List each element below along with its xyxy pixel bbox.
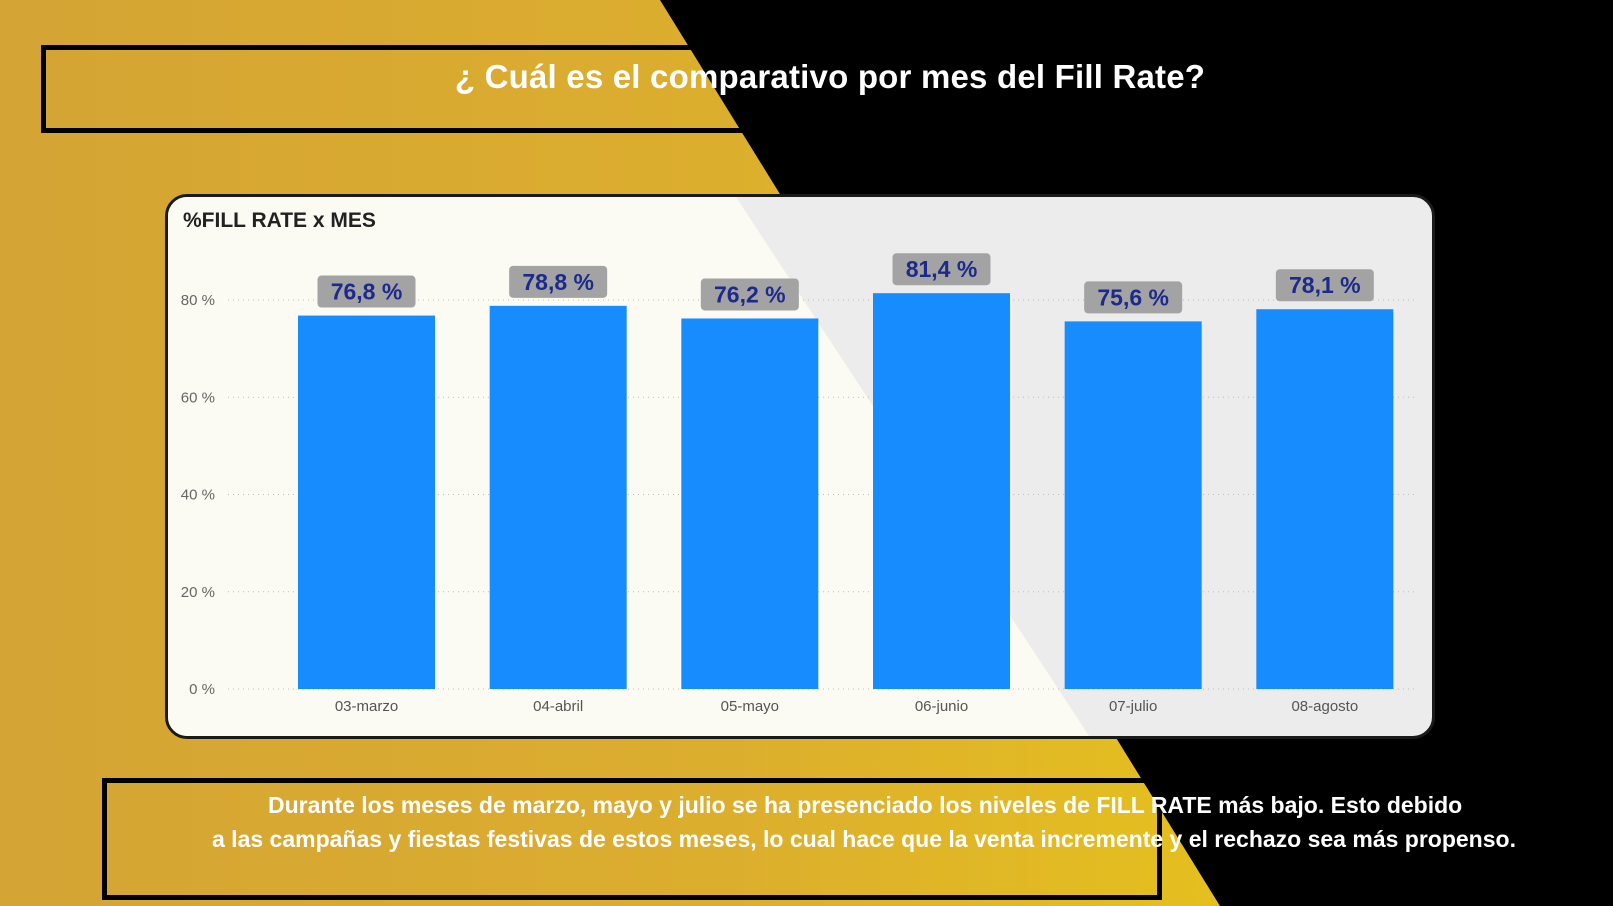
bar xyxy=(873,293,1010,689)
bar-chart: 0 % 20 % 40 % 60 % 80 % 03-marzo 76,8 % 04-abri… xyxy=(181,253,1418,715)
page-title: ¿ Cuál es el comparativo por mes del Fil… xyxy=(454,58,1206,95)
x-tick-label: 07-julio xyxy=(1109,698,1157,715)
bar xyxy=(1064,321,1202,689)
x-tick-label: 04-abril xyxy=(533,698,583,715)
bar xyxy=(298,315,435,689)
data-label: 76,8 % xyxy=(331,279,403,305)
data-label-background xyxy=(1084,281,1183,314)
bar xyxy=(681,318,819,689)
data-label-background xyxy=(509,265,608,298)
y-tick-label: 20 % xyxy=(181,584,215,601)
description-line-2: a las campañas y fiestas festivas de est… xyxy=(212,826,1516,852)
x-tick-label: 05-mayo xyxy=(721,698,779,715)
y-tick-label: 60 % xyxy=(181,389,215,406)
y-tick-label: 40 % xyxy=(181,487,215,504)
x-tick-label: 03-marzo xyxy=(335,698,398,715)
data-label: 75,6 % xyxy=(1097,284,1169,310)
bar xyxy=(1256,309,1394,689)
chart-card: 0 % 20 % 40 % 60 % 80 % 03-marzo 76,8 % 04-abri… xyxy=(165,194,1435,739)
data-label: 81,4 % xyxy=(906,256,978,282)
data-label-background xyxy=(1275,269,1374,302)
y-tick-label: 0 % xyxy=(189,681,215,698)
y-tick-label: 80 % xyxy=(181,292,215,309)
title-frame xyxy=(41,45,1041,133)
data-label-background xyxy=(317,275,416,308)
chart-title: %FILL RATE x MES xyxy=(183,209,376,232)
data-label-background xyxy=(700,278,799,311)
data-label-background xyxy=(892,253,991,286)
x-tick-label: 08-agosto xyxy=(1291,698,1358,715)
description-line-1: Durante los meses de marzo, mayo y julio… xyxy=(268,792,1463,818)
data-label: 78,8 % xyxy=(522,269,594,295)
description-frame xyxy=(102,778,1162,900)
data-label: 78,1 % xyxy=(1289,272,1361,298)
x-tick-label: 06-junio xyxy=(915,698,968,715)
bar xyxy=(489,305,627,689)
data-label: 76,2 % xyxy=(714,281,786,307)
description: Durante los meses de marzo, mayo y julio… xyxy=(190,788,1590,856)
